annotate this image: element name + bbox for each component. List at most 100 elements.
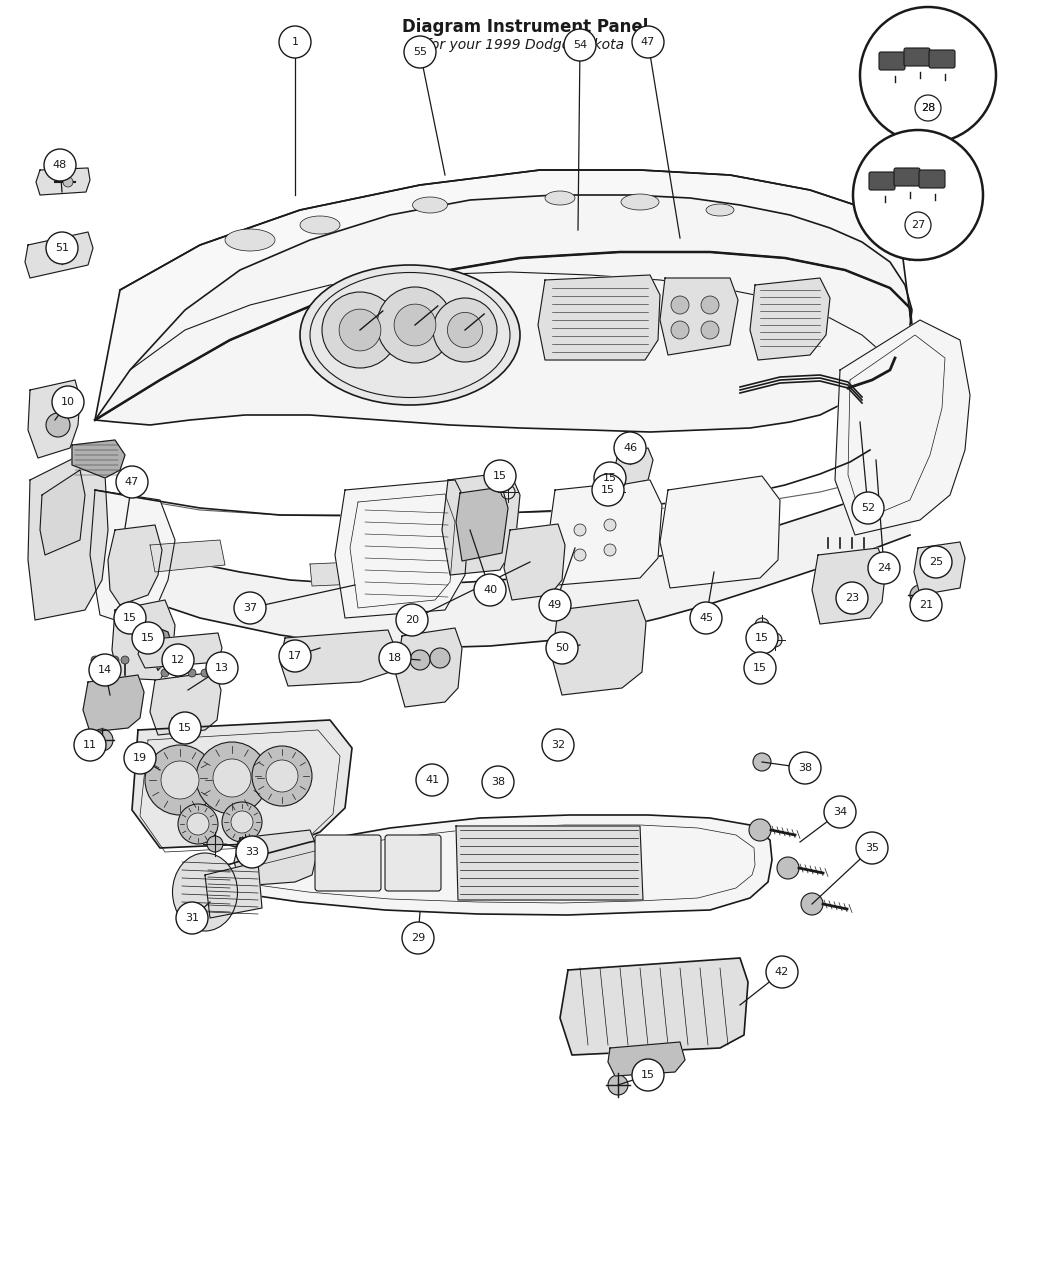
Circle shape	[121, 656, 129, 664]
Circle shape	[601, 471, 615, 485]
Polygon shape	[614, 448, 653, 485]
Text: 47: 47	[640, 37, 655, 47]
Text: 38: 38	[798, 762, 812, 773]
Polygon shape	[72, 441, 125, 478]
Circle shape	[701, 296, 719, 314]
Polygon shape	[36, 169, 90, 195]
Text: 41: 41	[425, 775, 439, 785]
Circle shape	[614, 432, 646, 464]
Text: 54: 54	[573, 40, 587, 50]
Text: 28: 28	[921, 103, 936, 112]
Circle shape	[608, 1075, 628, 1094]
Text: 15: 15	[603, 472, 617, 483]
Polygon shape	[185, 815, 772, 916]
Circle shape	[801, 893, 823, 916]
Polygon shape	[608, 1042, 685, 1077]
Text: 40: 40	[483, 585, 497, 595]
Circle shape	[124, 742, 156, 774]
Circle shape	[114, 601, 146, 633]
Polygon shape	[456, 826, 643, 900]
Circle shape	[91, 656, 99, 664]
Circle shape	[339, 309, 381, 351]
FancyBboxPatch shape	[894, 169, 920, 186]
Polygon shape	[548, 480, 662, 585]
Polygon shape	[660, 476, 780, 587]
Polygon shape	[335, 480, 470, 618]
Polygon shape	[90, 490, 175, 624]
Circle shape	[111, 656, 119, 664]
Polygon shape	[132, 720, 352, 848]
Circle shape	[143, 638, 167, 661]
Circle shape	[213, 759, 251, 797]
Circle shape	[632, 1059, 664, 1091]
Circle shape	[222, 802, 262, 842]
FancyBboxPatch shape	[929, 50, 956, 68]
Text: 1: 1	[292, 37, 298, 47]
Circle shape	[123, 605, 136, 619]
Circle shape	[777, 857, 799, 879]
Polygon shape	[28, 381, 80, 458]
Text: 34: 34	[833, 807, 847, 817]
Text: Diagram Instrument Panel: Diagram Instrument Panel	[402, 18, 648, 36]
Circle shape	[52, 386, 84, 418]
Circle shape	[608, 485, 622, 499]
Circle shape	[915, 94, 941, 121]
Polygon shape	[750, 278, 830, 360]
Text: 12: 12	[171, 655, 185, 665]
Circle shape	[868, 552, 900, 584]
Text: 32: 32	[551, 739, 565, 750]
Circle shape	[161, 669, 169, 677]
Ellipse shape	[300, 216, 340, 234]
Circle shape	[604, 518, 616, 531]
Circle shape	[671, 296, 689, 314]
Circle shape	[539, 589, 571, 621]
Polygon shape	[25, 232, 93, 278]
Circle shape	[132, 622, 164, 654]
Circle shape	[279, 640, 311, 672]
Circle shape	[768, 633, 782, 647]
Text: 52: 52	[861, 503, 875, 513]
Circle shape	[429, 769, 447, 787]
Polygon shape	[108, 525, 162, 605]
Circle shape	[404, 36, 436, 68]
Polygon shape	[40, 470, 85, 555]
Text: 10: 10	[61, 397, 75, 407]
FancyBboxPatch shape	[879, 52, 905, 70]
Ellipse shape	[706, 204, 734, 216]
Ellipse shape	[545, 192, 575, 206]
Polygon shape	[280, 630, 394, 686]
FancyBboxPatch shape	[904, 49, 930, 66]
Polygon shape	[396, 628, 462, 707]
Polygon shape	[148, 628, 172, 670]
Polygon shape	[90, 480, 910, 647]
Polygon shape	[83, 676, 144, 732]
Text: 55: 55	[413, 47, 427, 57]
Circle shape	[377, 287, 453, 363]
Polygon shape	[914, 541, 965, 595]
Circle shape	[484, 460, 516, 492]
Circle shape	[701, 321, 719, 338]
Circle shape	[494, 467, 507, 481]
Text: 35: 35	[865, 843, 879, 853]
Text: 14: 14	[98, 665, 112, 676]
Text: 28: 28	[921, 103, 936, 112]
Circle shape	[279, 26, 311, 57]
Circle shape	[542, 729, 574, 761]
Polygon shape	[94, 195, 912, 432]
Polygon shape	[138, 633, 222, 668]
Circle shape	[755, 618, 769, 632]
FancyBboxPatch shape	[315, 835, 381, 891]
Circle shape	[860, 6, 996, 143]
Polygon shape	[456, 487, 508, 561]
Text: 21: 21	[919, 600, 933, 610]
Text: 17: 17	[288, 651, 302, 661]
Text: 37: 37	[243, 603, 257, 613]
Circle shape	[755, 663, 769, 677]
Circle shape	[856, 833, 888, 865]
Polygon shape	[310, 561, 402, 586]
Text: 15: 15	[753, 663, 766, 673]
Text: 11: 11	[83, 739, 97, 750]
Circle shape	[594, 462, 626, 494]
Text: 15: 15	[123, 613, 136, 623]
Text: 45: 45	[699, 613, 713, 623]
